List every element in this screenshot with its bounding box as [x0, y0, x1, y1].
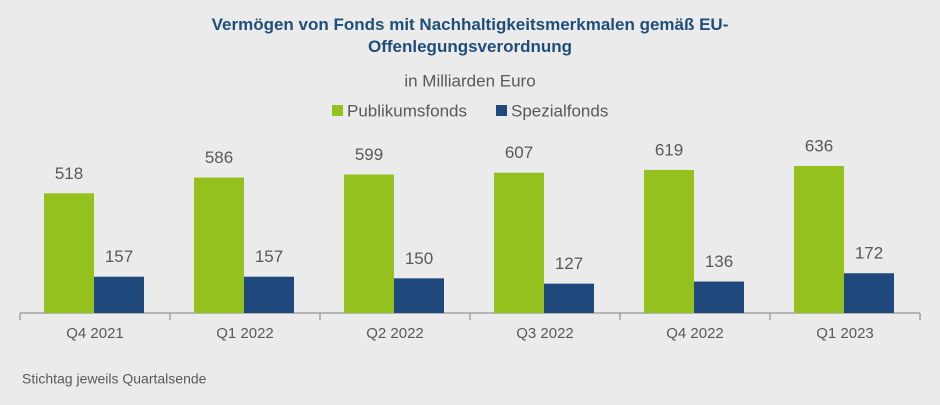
- bar: [644, 169, 694, 313]
- x-tick-label: Q3 2022: [516, 325, 574, 342]
- value-label: 636: [805, 136, 833, 155]
- bar: [794, 166, 844, 313]
- bar: [844, 273, 894, 313]
- x-tick-label: Q1 2022: [216, 325, 274, 342]
- bar: [394, 278, 444, 313]
- bar: [44, 193, 94, 313]
- legend-label: Publikumsfonds: [347, 101, 467, 120]
- bar: [494, 172, 544, 313]
- x-tick-label: Q4 2021: [66, 325, 124, 342]
- chart-title: Vermögen von Fonds mit Nachhaltigkeitsme…: [211, 15, 729, 56]
- bar: [344, 174, 394, 313]
- value-label: 518: [55, 164, 83, 183]
- value-label: 136: [705, 252, 733, 271]
- value-label: 150: [405, 249, 433, 268]
- x-tick-label: Q4 2022: [666, 325, 724, 342]
- value-label: 157: [105, 247, 133, 266]
- footnote: Stichtag jeweils Quartalsende: [22, 371, 207, 387]
- value-label: 619: [655, 140, 683, 159]
- bar: [94, 276, 144, 313]
- value-label: 127: [555, 254, 583, 273]
- legend-label: Spezialfonds: [511, 101, 608, 120]
- bar: [694, 281, 744, 313]
- bar: [194, 177, 244, 313]
- value-label: 586: [205, 148, 233, 167]
- legend-swatch: [496, 105, 507, 116]
- value-label: 599: [355, 145, 383, 164]
- value-label: 157: [255, 247, 283, 266]
- bar: [544, 283, 594, 313]
- value-label: 172: [855, 244, 883, 263]
- x-tick-label: Q2 2022: [366, 325, 424, 342]
- value-label: 607: [505, 143, 533, 162]
- legend-swatch: [332, 105, 343, 116]
- chart-subtitle: in Milliarden Euro: [404, 71, 535, 90]
- bar: [244, 276, 294, 313]
- x-tick-label: Q1 2023: [816, 325, 874, 342]
